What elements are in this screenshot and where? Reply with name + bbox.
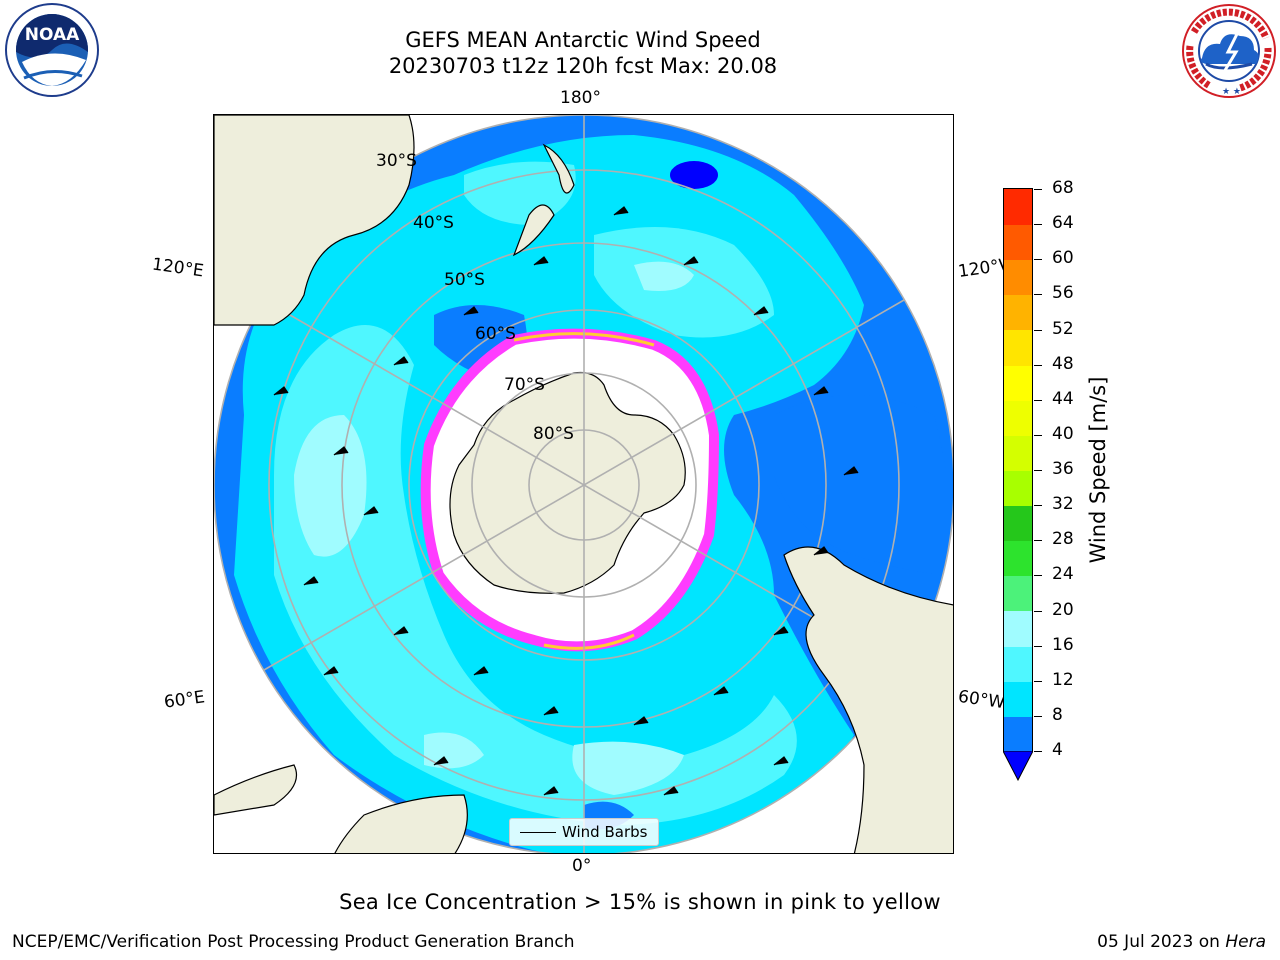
graticule — [214, 115, 953, 853]
colorbar-tick-label: 64 — [1052, 213, 1074, 234]
wind-speed-colorbar — [1003, 188, 1033, 752]
map-subtitle: 20230703 t12z 120h fcst Max: 20.08 — [388, 54, 778, 78]
colorbar-tick-label: 4 — [1052, 740, 1063, 760]
colorbar-segment — [1004, 680, 1032, 717]
colorbar-tick-label: 32 — [1052, 494, 1074, 515]
lat-label-60s: 60°S — [475, 324, 516, 344]
lat-label-80s: 80°S — [533, 424, 574, 444]
colorbar-segment — [1004, 715, 1032, 752]
lat-label-30s: 30°S — [376, 151, 417, 171]
national-weather-service-logo: ★ ★ — [1180, 2, 1278, 104]
colorbar-extend-arrow — [1003, 751, 1033, 781]
polar-map: 30°S 40°S 50°S 60°S 70°S 80°S — [213, 114, 954, 854]
footer-machine: Hera — [1225, 932, 1266, 952]
colorbar-tick — [1034, 610, 1042, 612]
colorbar-tick-label: 52 — [1052, 318, 1074, 339]
colorbar-tick-label: 48 — [1052, 353, 1074, 374]
wind-barbs — [273, 206, 859, 796]
colorbar-tick — [1034, 224, 1042, 226]
colorbar-segment — [1004, 575, 1032, 612]
map-legend: Wind Barbs — [509, 818, 659, 846]
noaa-logo-text: NOAA — [25, 25, 80, 45]
colorbar-segment — [1004, 505, 1032, 542]
colorbar-tick — [1034, 715, 1042, 717]
lat-label-50s: 50°S — [444, 270, 485, 290]
colorbar-tick — [1034, 680, 1042, 682]
colorbar-tick-label: 16 — [1052, 634, 1074, 655]
colorbar-tick-label: 40 — [1052, 423, 1074, 444]
svg-text:★ ★: ★ ★ — [1222, 87, 1241, 97]
colorbar-tick-label: 8 — [1052, 704, 1063, 725]
colorbar-segment — [1004, 294, 1032, 331]
lat-label-70s: 70°S — [504, 375, 545, 395]
colorbar-tick-label: 20 — [1052, 599, 1074, 620]
colorbar-tick — [1034, 751, 1042, 752]
lon-label-120e: 120°E — [150, 254, 205, 282]
colorbar-segment — [1004, 610, 1032, 647]
colorbar-segment — [1004, 224, 1032, 261]
colorbar-segment — [1004, 329, 1032, 366]
colorbar-segment — [1004, 364, 1032, 401]
colorbar-segment — [1004, 540, 1032, 577]
colorbar-tick — [1034, 294, 1042, 296]
lat-label-40s: 40°S — [413, 213, 454, 233]
colorbar-tick-label: 24 — [1052, 564, 1074, 585]
lon-label-180: 180° — [560, 88, 601, 108]
lon-label-60w: 60°W — [956, 686, 1007, 714]
colorbar-tick — [1034, 434, 1042, 436]
colorbar-tick-label: 60 — [1052, 248, 1074, 269]
colorbar-tick-label: 68 — [1052, 178, 1074, 198]
colorbar-tick — [1034, 259, 1042, 261]
colorbar-tick-label: 56 — [1052, 283, 1074, 304]
colorbar-tick — [1034, 399, 1042, 401]
colorbar-segment — [1004, 259, 1032, 296]
colorbar-tick — [1034, 540, 1042, 542]
lon-label-60e: 60°E — [162, 687, 207, 713]
colorbar-tick — [1034, 470, 1042, 471]
lon-label-0: 0° — [572, 856, 592, 876]
continents — [214, 115, 953, 853]
wind-barb-legend-line — [520, 832, 556, 833]
colorbar-tick-label: 12 — [1052, 669, 1074, 690]
colorbar-label: Wind Speed [m/s] — [1086, 376, 1110, 564]
footer-producer: NCEP/EMC/Verification Post Processing Pr… — [12, 932, 575, 952]
colorbar-segment — [1004, 189, 1032, 225]
colorbar-segment — [1004, 645, 1032, 682]
noaa-logo: NOAA — [2, 2, 102, 102]
wind-barb-legend-label: Wind Barbs — [562, 823, 648, 841]
colorbar-tick-label: 28 — [1052, 529, 1074, 550]
colorbar-tick — [1034, 505, 1042, 507]
colorbar-tick — [1034, 575, 1042, 577]
colorbar-tick — [1034, 189, 1042, 190]
footer-date: 05 Jul 2023 on Hera — [1097, 932, 1266, 952]
colorbar-tick — [1034, 364, 1042, 366]
colorbar-tick-label: 36 — [1052, 459, 1074, 479]
sea-ice-note: Sea Ice Concentration > 15% is shown in … — [339, 890, 941, 914]
colorbar-tick — [1034, 329, 1042, 331]
colorbar-tick — [1034, 645, 1042, 647]
colorbar-segment — [1004, 470, 1032, 506]
colorbar-segment — [1004, 399, 1032, 436]
colorbar-segment — [1004, 434, 1032, 471]
map-title: GEFS MEAN Antarctic Wind Speed — [405, 28, 761, 52]
colorbar-tick-label: 44 — [1052, 388, 1074, 409]
